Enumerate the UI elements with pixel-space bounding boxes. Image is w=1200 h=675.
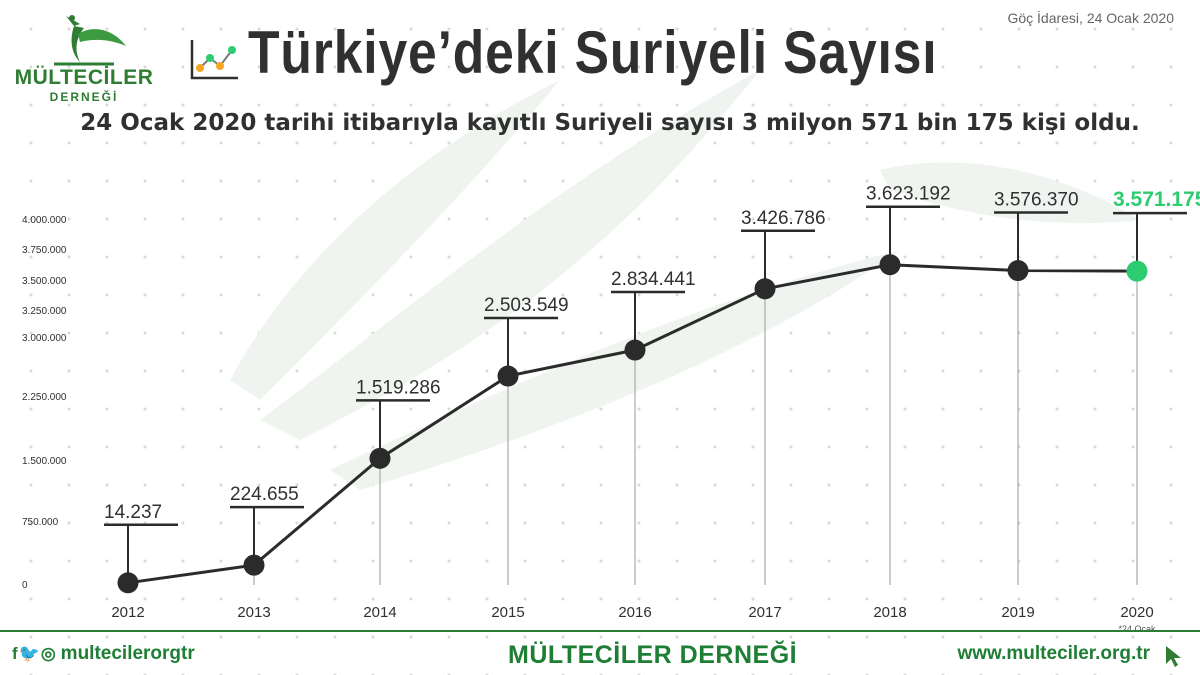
data-point xyxy=(497,365,519,387)
logo-name: MÜLTECİLER xyxy=(14,66,154,89)
line-chart-icon xyxy=(190,40,238,80)
y-tick-label: 3.000.000 xyxy=(22,333,67,344)
x-tick-label: 2012 xyxy=(111,604,144,621)
chart-title: Türkiye’deki Suriyeli Sayısı xyxy=(248,19,938,86)
y-tick-label: 0 xyxy=(22,580,28,591)
data-point xyxy=(1126,260,1148,282)
source-note: Göç İdaresi, 24 Ocak 2020 xyxy=(1007,10,1174,26)
footer-organization-name: MÜLTECİLER DERNEĞİ xyxy=(508,641,798,669)
y-tick-label: 4.000.000 xyxy=(22,215,67,226)
x-tick-label: 2017 xyxy=(748,604,781,621)
data-point xyxy=(117,572,139,594)
data-point xyxy=(243,554,265,576)
cursor-click-icon xyxy=(1166,646,1181,667)
y-tick-label: 3.500.000 xyxy=(22,276,67,287)
data-label: 2.503.549 xyxy=(484,295,569,316)
x-tick-label: 2018 xyxy=(873,604,906,621)
logo-subtitle: DERNEĞİ xyxy=(49,90,119,104)
x-tick-note: *24 Ocak xyxy=(1118,624,1156,634)
y-tick-label: 3.250.000 xyxy=(22,306,67,317)
stork-logo-icon xyxy=(54,15,126,66)
footer-website-link[interactable]: www.multeciler.org.tr xyxy=(957,643,1150,664)
data-label: 3.576.370 xyxy=(994,190,1079,211)
data-point xyxy=(369,447,391,469)
data-label: 2.834.441 xyxy=(611,269,696,290)
organization-logo: MÜLTECİLER DERNEĞİ xyxy=(14,6,154,111)
data-point xyxy=(1007,260,1029,282)
y-tick-label: 1.500.000 xyxy=(22,456,67,467)
footer-divider xyxy=(0,630,1200,632)
social-handle[interactable]: multecilerorgtr xyxy=(60,643,195,664)
data-label: 1.519.286 xyxy=(356,377,441,398)
y-tick-label: 3.750.000 xyxy=(22,245,67,256)
x-tick-label: 2016 xyxy=(618,604,651,621)
data-point xyxy=(624,339,646,361)
footer-social: f🐦◎ multecilerorgtr xyxy=(12,643,195,665)
y-tick-label: 750.000 xyxy=(22,517,59,528)
series-line xyxy=(127,263,1138,585)
data-label: 14.237 xyxy=(104,502,162,523)
data-label: 3.571.175 xyxy=(1113,188,1200,211)
data-label: 224.655 xyxy=(230,484,299,505)
data-label: 3.426.786 xyxy=(741,208,826,229)
x-tick-label: 2020 xyxy=(1120,604,1153,621)
chart-subtitle: 24 Ocak 2020 tarihi itibarıyla kayıtlı S… xyxy=(80,110,1140,136)
x-tick-label: 2015 xyxy=(491,604,524,621)
x-tick-label: 2013 xyxy=(237,604,270,621)
social-media-icons[interactable]: f🐦◎ xyxy=(12,644,57,663)
data-point xyxy=(879,254,901,276)
data-point xyxy=(754,278,776,300)
data-label: 3.623.192 xyxy=(866,184,951,205)
y-tick-label: 2.250.000 xyxy=(22,392,67,403)
x-tick-label: 2019 xyxy=(1001,604,1034,621)
x-tick-label: 2014 xyxy=(363,604,396,621)
